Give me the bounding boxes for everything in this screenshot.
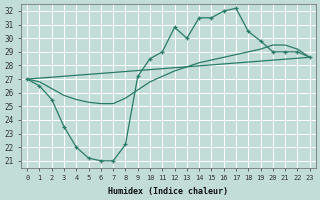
X-axis label: Humidex (Indice chaleur): Humidex (Indice chaleur) (108, 187, 228, 196)
